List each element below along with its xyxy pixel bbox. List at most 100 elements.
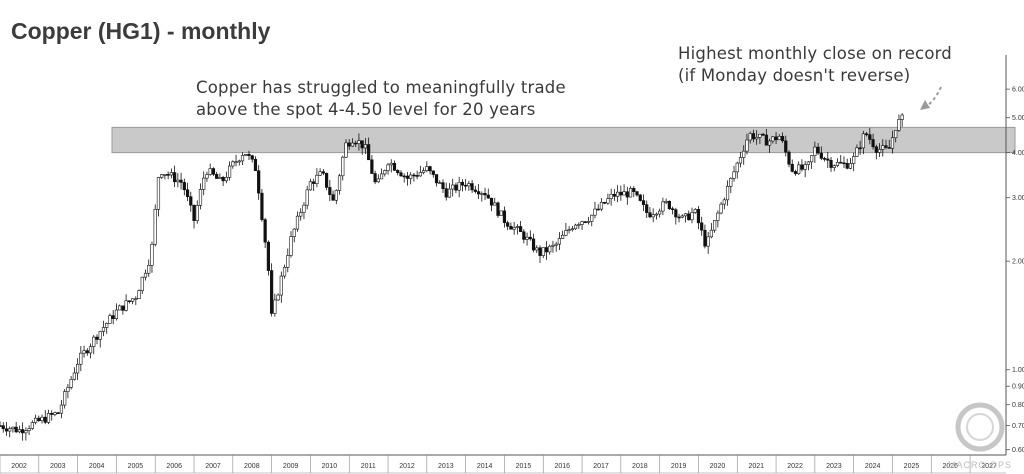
candle-body-183 xyxy=(590,214,594,222)
candle-body-166 xyxy=(535,247,539,251)
candle-body-110 xyxy=(354,142,358,145)
candle-body-52 xyxy=(166,174,170,176)
candle-body-137 xyxy=(441,182,445,189)
candle-body-79 xyxy=(253,158,258,172)
y-tick-label-3: 0.90 xyxy=(1012,384,1024,391)
candle-body-4 xyxy=(11,426,15,429)
resistance-annotation-text: Copper has struggled to meaningfully tra… xyxy=(196,78,566,119)
candle-body-65 xyxy=(208,168,212,175)
candle-body-69 xyxy=(221,177,225,182)
candle-body-172 xyxy=(554,243,558,246)
candle-body-192 xyxy=(619,191,623,196)
candle-body-274 xyxy=(884,145,888,148)
candle-body-74 xyxy=(237,160,241,163)
candle-body-85 xyxy=(273,299,277,314)
candle-body-184 xyxy=(593,208,597,216)
candle-body-30 xyxy=(95,336,99,340)
x-tick-label-2019: 2019 xyxy=(671,463,687,470)
candle-body-99 xyxy=(318,171,322,176)
candle-body-96 xyxy=(308,181,313,191)
candle-body-233 xyxy=(751,133,756,140)
candle-body-51 xyxy=(163,174,167,176)
candle-body-179 xyxy=(577,224,581,226)
candle-body-126 xyxy=(405,175,410,179)
candle-body-164 xyxy=(528,236,532,240)
candle-body-148 xyxy=(476,191,481,195)
y-tick-label-1: 0.70 xyxy=(1012,423,1024,430)
candle-body-43 xyxy=(137,290,141,299)
candle-body-72 xyxy=(231,161,235,167)
candle-body-244 xyxy=(787,151,791,165)
candle-body-33 xyxy=(105,323,109,328)
candle-body-119 xyxy=(383,170,387,175)
candle-body-203 xyxy=(654,213,659,216)
candle-body-210 xyxy=(677,216,681,219)
candle-body-106 xyxy=(341,156,345,177)
candle-body-239 xyxy=(771,136,775,142)
candle-body-8 xyxy=(24,430,28,434)
candle-body-251 xyxy=(810,155,814,163)
candle-body-198 xyxy=(638,194,642,201)
candle-body-205 xyxy=(661,201,665,212)
y-tick-label-4: 1.00 xyxy=(1012,367,1024,374)
candle-body-144 xyxy=(464,184,468,187)
candle-body-176 xyxy=(567,229,571,231)
candle-body-212 xyxy=(683,213,688,217)
candle-body-26 xyxy=(82,350,86,354)
candle-body-59 xyxy=(189,196,193,206)
candle-body-170 xyxy=(548,245,552,253)
candle-body-37 xyxy=(118,305,122,311)
candle-body-229 xyxy=(738,157,743,164)
candle-body-254 xyxy=(819,152,823,159)
candle-body-194 xyxy=(625,191,629,198)
candle-body-190 xyxy=(612,193,616,197)
candle-body-47 xyxy=(150,243,154,266)
x-tick-label-2024: 2024 xyxy=(865,463,881,470)
candle-body-35 xyxy=(111,315,115,319)
candle-body-36 xyxy=(114,309,119,319)
resistance-annotation: Copper has struggled to meaningfully tra… xyxy=(196,77,566,121)
candle-body-235 xyxy=(758,133,762,138)
candle-body-14 xyxy=(43,416,47,423)
candle-body-92 xyxy=(295,215,300,230)
candle-body-219 xyxy=(706,236,710,247)
candle-body-193 xyxy=(622,191,626,196)
candle-body-16 xyxy=(50,413,54,415)
candle-body-134 xyxy=(431,170,435,175)
candle-body-157 xyxy=(506,222,510,227)
candle-body-228 xyxy=(735,162,739,173)
candle-body-80 xyxy=(257,170,261,194)
candle-body-227 xyxy=(732,171,736,179)
candle-body-174 xyxy=(561,234,565,239)
candle-body-197 xyxy=(635,191,639,196)
candle-body-123 xyxy=(396,170,400,174)
y-tick-label-7: 4.00 xyxy=(1012,150,1024,157)
candle-body-109 xyxy=(350,142,355,147)
candle-body-188 xyxy=(606,198,610,204)
candle-body-32 xyxy=(101,327,106,332)
candle-body-53 xyxy=(169,172,173,176)
candle-body-101 xyxy=(324,172,329,188)
candle-body-140 xyxy=(451,184,455,190)
x-tick-label-2027: 2027 xyxy=(981,463,997,470)
candle-body-160 xyxy=(515,226,519,228)
candle-body-272 xyxy=(877,149,882,153)
candle-body-25 xyxy=(79,352,83,365)
x-tick-label-2002: 2002 xyxy=(11,463,27,470)
x-tick-label-2017: 2017 xyxy=(593,463,609,470)
candle-body-75 xyxy=(240,155,245,162)
candle-body-255 xyxy=(822,158,827,160)
x-tick-label-2016: 2016 xyxy=(554,463,570,470)
candle-body-158 xyxy=(509,226,513,230)
candle-body-191 xyxy=(616,191,620,197)
candle-body-259 xyxy=(835,161,840,166)
candle-body-151 xyxy=(486,194,490,199)
candle-body-209 xyxy=(674,209,678,218)
candle-body-155 xyxy=(499,210,503,216)
candle-body-125 xyxy=(402,175,406,178)
candle-body-257 xyxy=(829,159,833,168)
candle-body-185 xyxy=(596,208,600,211)
candle-body-230 xyxy=(742,150,746,158)
candle-body-105 xyxy=(337,175,342,191)
candle-body-24 xyxy=(76,363,80,374)
